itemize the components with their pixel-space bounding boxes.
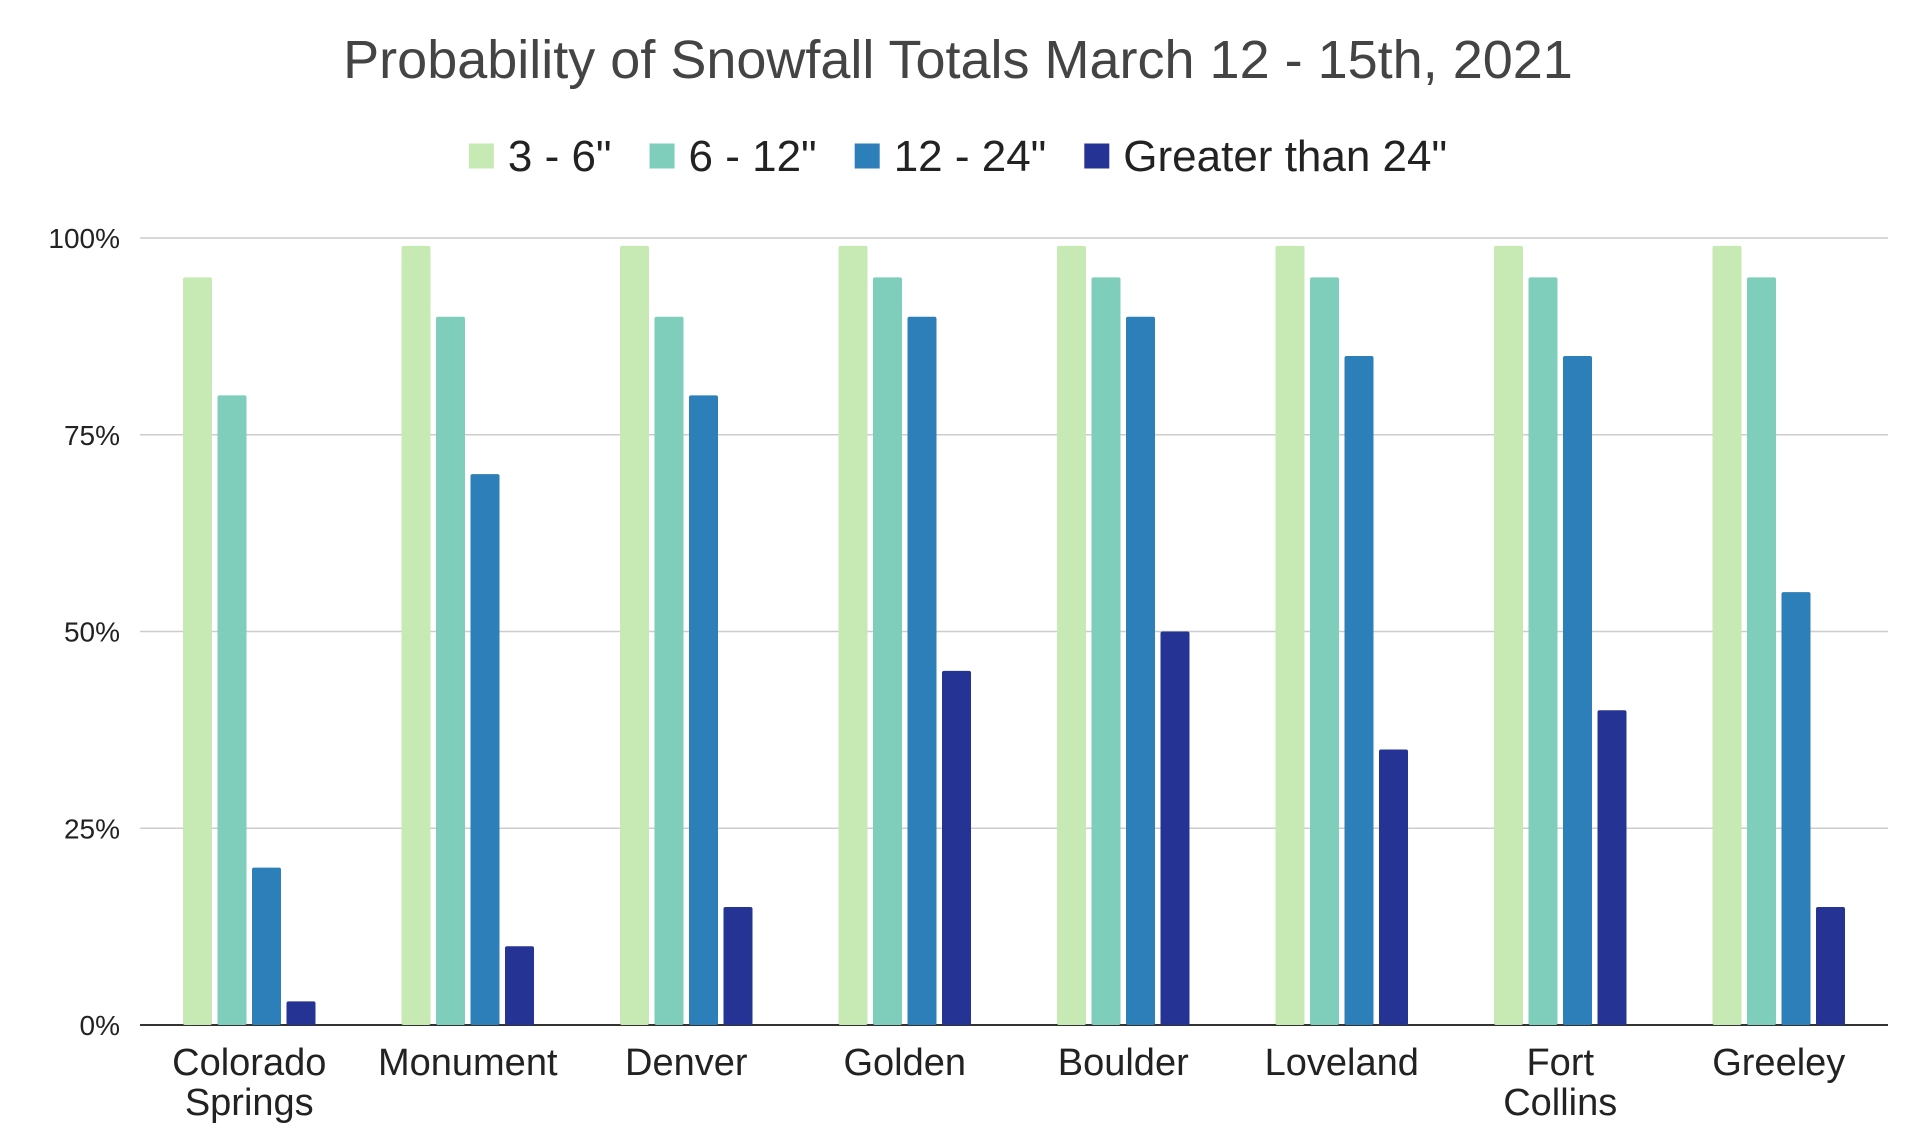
bar — [217, 395, 247, 1025]
bars — [183, 245, 1845, 1026]
bar — [1275, 245, 1305, 1025]
x-tick-label: Monument — [378, 1042, 558, 1084]
gridlines — [140, 237, 1888, 1026]
bar — [401, 245, 431, 1025]
bar — [1528, 277, 1558, 1026]
x-tick-label: Greeley — [1712, 1042, 1845, 1084]
x-axis: Colorado Springs Monument Denver Golden Bould… — [172, 1042, 1845, 1124]
chart-title: Probability of Snowfall Totals March 12 … — [343, 30, 1573, 90]
bar — [1310, 277, 1339, 1026]
legend: 3 - 6" 6 - 12" 12 - 24" Greater than 24" — [468, 132, 1447, 181]
bar — [505, 946, 534, 1025]
bar — [436, 316, 465, 1025]
bar — [183, 277, 212, 1026]
bar — [1160, 631, 1190, 1025]
legend-swatch — [649, 143, 675, 169]
bar — [1494, 245, 1523, 1025]
y-tick-label: 50% — [64, 617, 120, 648]
y-tick-label: 0% — [80, 1010, 120, 1041]
bar — [873, 277, 902, 1026]
bar — [1091, 277, 1121, 1026]
bar — [1816, 906, 1845, 1025]
bar — [1563, 356, 1592, 1025]
bar — [907, 316, 937, 1025]
x-tick-label: Boulder — [1058, 1042, 1189, 1084]
bar — [942, 670, 971, 1025]
bar — [689, 395, 718, 1025]
legend-swatch — [1084, 143, 1110, 169]
bar — [723, 906, 753, 1025]
bar — [1379, 749, 1408, 1025]
bar — [654, 316, 684, 1025]
bar — [1057, 245, 1086, 1025]
x-tick-label: Loveland — [1265, 1042, 1419, 1084]
legend-label: 12 - 24" — [894, 132, 1047, 181]
legend-label: Greater than 24" — [1123, 132, 1447, 181]
x-tick-label: Golden — [843, 1042, 966, 1084]
bar — [470, 474, 500, 1026]
legend-item: 3 - 6" — [468, 132, 612, 181]
y-tick-label: 25% — [64, 813, 120, 844]
y-tick-label: 100% — [48, 223, 120, 254]
bar — [252, 867, 281, 1025]
bar — [620, 245, 649, 1025]
x-tick-label: Colorado Springs — [172, 1042, 326, 1124]
bar — [1747, 277, 1776, 1026]
x-tick-label: Fort Collins — [1503, 1042, 1617, 1124]
bar — [1712, 245, 1742, 1025]
bar — [1126, 316, 1155, 1025]
bar — [838, 245, 868, 1025]
legend-swatch — [854, 143, 880, 169]
x-tick-label: Denver — [625, 1042, 748, 1084]
bar — [1597, 710, 1627, 1025]
y-axis: 0% 25% 50% 75% 100% — [48, 223, 120, 1041]
bar — [286, 1001, 316, 1025]
y-tick-label: 75% — [64, 420, 120, 451]
legend-label: 3 - 6" — [508, 132, 612, 181]
legend-item: 12 - 24" — [854, 132, 1047, 181]
bar — [1781, 592, 1811, 1025]
bar — [1344, 356, 1374, 1025]
legend-item: 6 - 12" — [649, 132, 817, 181]
legend-label: 6 - 12" — [689, 132, 817, 181]
legend-item: Greater than 24" — [1084, 132, 1447, 181]
legend-swatch — [468, 143, 494, 169]
